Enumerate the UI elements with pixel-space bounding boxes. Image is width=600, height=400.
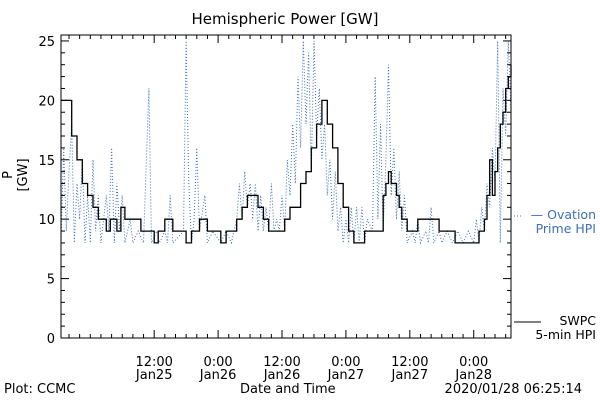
legend-swpc: SWPC 5-min HPI bbox=[535, 314, 596, 342]
legend-ovation-line1: — Ovation bbox=[530, 207, 596, 222]
x-tick-label-date: Jan27 bbox=[391, 368, 429, 383]
y-tick-label: 15 bbox=[38, 154, 55, 169]
plot-frame bbox=[60, 34, 512, 339]
x-tick-label-date: Jan27 bbox=[327, 368, 365, 383]
legend-ovation: — Ovation Prime HPI bbox=[531, 208, 596, 236]
x-tick-label-time: 12:00 bbox=[391, 355, 428, 370]
x-tick-label-time: 12:00 bbox=[135, 355, 172, 370]
y-axis-label: P [GW] bbox=[1, 158, 31, 192]
plot-credit: Plot: CCMC bbox=[4, 382, 76, 397]
tick-labels: 051015202512:00Jan250:00Jan2612:00Jan260… bbox=[38, 35, 522, 383]
y-tick-label: 5 bbox=[47, 273, 55, 288]
series-line-ovation bbox=[60, 40, 512, 245]
legend-swpc-line2: 5-min HPI bbox=[535, 327, 596, 342]
axis-ticks bbox=[61, 35, 511, 339]
y-tick-label: 10 bbox=[38, 213, 55, 228]
series-line-swpc bbox=[61, 64, 512, 244]
plot-timestamp: 2020/01/28 06:25:14 bbox=[444, 382, 582, 397]
x-tick-label-time: 0:00 bbox=[331, 355, 360, 370]
chart-title: Hemispheric Power [GW] bbox=[191, 10, 379, 28]
x-tick-label-date: Jan26 bbox=[199, 368, 237, 383]
y-tick-label: 0 bbox=[47, 332, 55, 347]
legend-swpc-line1: SWPC bbox=[559, 313, 596, 328]
y-tick-label: 20 bbox=[38, 94, 55, 109]
x-tick-label-date: Jan28 bbox=[454, 368, 492, 383]
series-layer bbox=[60, 40, 512, 245]
legend-ovation-line2: Prime HPI bbox=[535, 221, 596, 236]
x-tick-label-time: 12:00 bbox=[263, 355, 300, 370]
x-tick-label-time: 0:00 bbox=[203, 355, 232, 370]
y-tick-label: 25 bbox=[38, 35, 55, 50]
x-tick-label-time: 0:00 bbox=[459, 355, 488, 370]
x-tick-label-date: Jan25 bbox=[135, 368, 173, 383]
x-tick-label-date: Jan26 bbox=[263, 368, 301, 383]
x-axis-label: Date and Time bbox=[240, 382, 336, 397]
